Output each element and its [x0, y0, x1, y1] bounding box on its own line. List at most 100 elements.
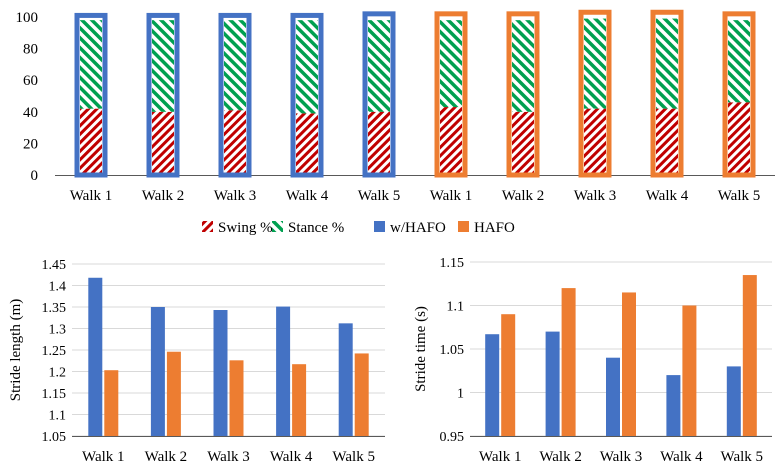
x-tick: Walk 2 — [145, 449, 188, 465]
bar-stance — [368, 20, 390, 112]
legend-stance-label: Stance % — [288, 220, 344, 236]
x-tick: Walk 3 — [207, 449, 250, 465]
bar-outline — [434, 11, 468, 178]
x-tick: Walk 1 — [82, 449, 125, 465]
y-tick: 1.15 — [42, 387, 67, 402]
legend-whafo-swatch — [374, 221, 385, 232]
top-y-tick: 40 — [23, 105, 38, 121]
x-tick: Walk 1 — [479, 449, 522, 465]
y-tick: 1 — [457, 387, 464, 402]
bar-outline — [74, 12, 108, 178]
y-tick: 1.2 — [49, 366, 67, 381]
top-x-tick: Walk 1 — [430, 188, 473, 204]
bar-stance — [152, 20, 174, 112]
top-y-tick: 20 — [23, 136, 38, 152]
bar-swing — [152, 111, 174, 175]
stride-time-chart: 0.95 1 1.05 1.1 1.15 Walk 1 Walk 2 Walk 3 Walk 4… — [413, 256, 772, 465]
y-axis-label: Stride time (s) — [413, 306, 429, 392]
bar-stance — [440, 20, 462, 108]
x-tick: Walk 3 — [600, 449, 643, 465]
y-tick: 1.15 — [440, 256, 465, 271]
bar-whafo — [88, 277, 103, 436]
y-tick: 1.1 — [49, 409, 67, 424]
bar-swing — [656, 108, 678, 175]
legend-swing-label: Swing % — [218, 220, 273, 236]
bar-outline — [146, 12, 180, 178]
legend-hafo-swatch — [458, 221, 469, 232]
y-tick: 1.4 — [49, 280, 67, 295]
top-y-tick: 0 — [31, 168, 39, 184]
legend-whafo-label: w/HAFO — [390, 220, 446, 236]
top-x-tick: Walk 2 — [142, 188, 185, 204]
x-tick: Walk 2 — [539, 449, 582, 465]
bar-swing — [368, 111, 390, 175]
bar-whafo — [276, 306, 291, 436]
bar-hafo — [104, 370, 119, 436]
top-x-tick: Walk 3 — [214, 188, 257, 204]
top-x-tick: Walk 3 — [574, 188, 617, 204]
top-x-tick: Walk 5 — [718, 188, 761, 204]
bar-outline — [362, 11, 396, 178]
bar-swing — [296, 113, 318, 175]
bar-swing — [584, 108, 606, 175]
bar-outline — [218, 12, 252, 178]
x-tick: Walk 5 — [332, 449, 375, 465]
bar-hafo — [354, 353, 369, 436]
bar-hafo — [682, 305, 697, 436]
bar-stance — [584, 18, 606, 109]
legend-hafo-label: HAFO — [474, 220, 515, 236]
y-tick: 1.25 — [42, 344, 67, 359]
top-y-tick: 100 — [16, 10, 39, 26]
top-x-tick: Walk 5 — [358, 188, 401, 204]
y-tick: 1.05 — [42, 430, 67, 445]
y-tick: 1.05 — [440, 343, 465, 358]
bar-hafo — [501, 314, 516, 436]
legend-swing-swatch — [202, 221, 213, 232]
bar-outline — [650, 9, 684, 178]
bar-stance — [656, 18, 678, 109]
bar-swing — [440, 107, 462, 175]
bar-stance — [80, 20, 102, 109]
y-axis-label: Stride length (m) — [8, 299, 24, 401]
bar-whafo — [213, 310, 228, 436]
y-tick: 1.45 — [42, 258, 67, 273]
bar-swing — [512, 111, 534, 175]
bar-swing — [80, 108, 102, 175]
legend-stance-swatch — [272, 221, 283, 232]
bar-hafo — [292, 364, 307, 436]
bar-whafo — [606, 357, 620, 436]
bar-whafo — [666, 375, 681, 436]
top-x-tick: Walk 2 — [502, 188, 545, 204]
bar-swing — [728, 102, 750, 175]
bar-stance — [512, 20, 534, 112]
bar-swing — [224, 110, 246, 175]
bar-hafo — [166, 351, 181, 436]
stride-length-chart: 1.05 1.1 1.15 1.2 1.25 1.3 1.35 1.4 1.45 Walk 1 Wa… — [8, 258, 385, 465]
bar-whafo — [545, 331, 560, 436]
y-tick: 1.3 — [49, 323, 67, 338]
bar-stance — [224, 20, 246, 111]
y-tick: 1.35 — [42, 301, 67, 316]
bar-outline — [290, 12, 324, 178]
x-tick: Walk 4 — [660, 449, 703, 465]
bar-outline — [506, 11, 540, 178]
bar-hafo — [229, 360, 244, 436]
top-y-tick: 60 — [23, 73, 38, 89]
top-x-tick: Walk 1 — [70, 188, 113, 204]
bar-whafo — [338, 323, 353, 436]
bar-stance — [728, 20, 750, 103]
y-tick: 1.1 — [447, 300, 465, 315]
x-tick: Walk 4 — [270, 449, 313, 465]
top-x-tick: Walk 4 — [646, 188, 689, 204]
top-y-tick: 80 — [23, 42, 38, 58]
bar-stance — [296, 20, 318, 114]
top-x-tick: Walk 4 — [286, 188, 329, 204]
y-tick: 0.95 — [440, 430, 465, 445]
bar-hafo — [742, 275, 757, 436]
bar-hafo — [622, 292, 636, 436]
bar-hafo — [561, 288, 576, 436]
bar-whafo — [726, 366, 741, 436]
bar-whafo — [150, 307, 165, 436]
bar-outline — [578, 9, 612, 178]
